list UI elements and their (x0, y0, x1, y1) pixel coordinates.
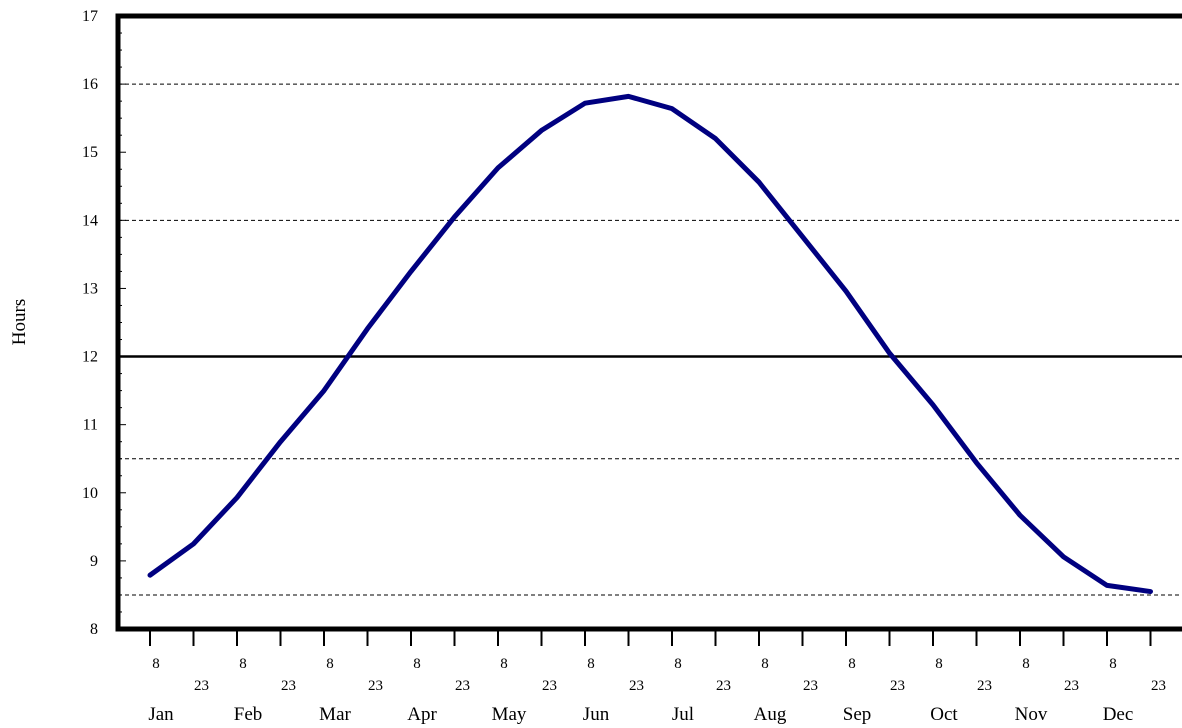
y-tick-label: 10 (82, 485, 98, 502)
data-point (844, 289, 848, 293)
x-month-label: Nov (1015, 704, 1048, 725)
x-month-label: May (492, 704, 527, 725)
x-month-label: Jul (672, 704, 694, 725)
y-tick-label: 14 (82, 212, 98, 229)
data-point (627, 94, 630, 98)
x-day-label: 8 (935, 656, 943, 672)
y-axis-label: Hours (9, 299, 30, 345)
y-tick-label: 16 (82, 76, 98, 93)
axes (115, 13, 1182, 646)
x-day-label: 8 (587, 656, 595, 672)
x-day-label: 23 (803, 678, 818, 694)
x-day-label: 23 (455, 678, 470, 694)
data-point (670, 107, 674, 111)
x-day-label: 23 (368, 678, 383, 694)
x-month-label: Feb (234, 704, 263, 725)
y-tick-label: 8 (90, 621, 98, 638)
y-tick-label: 15 (82, 144, 98, 161)
x-month-label: Dec (1103, 704, 1134, 725)
x-day-label: 23 (194, 678, 209, 694)
data-point (235, 496, 239, 500)
x-month-label: Apr (407, 704, 437, 725)
x-day-label: 8 (674, 656, 682, 672)
x-day-label: 23 (1151, 678, 1166, 694)
x-month-label: Sep (843, 704, 872, 725)
x-day-label: 8 (848, 656, 856, 672)
y-tick-labels: 8 9 10 11 12 13 14 15 16 17 (82, 8, 98, 638)
x-day-label: 23 (542, 678, 557, 694)
y-tick-label: 11 (83, 417, 98, 434)
data-point (714, 137, 717, 141)
data-point (801, 235, 804, 239)
x-month-label: Aug (754, 704, 787, 725)
x-day-label: 23 (977, 678, 992, 694)
reference-lines (118, 83, 1182, 596)
x-day-label: 8 (326, 656, 334, 672)
data-point (540, 128, 543, 132)
data-point (975, 461, 978, 465)
x-month-label: Jun (583, 704, 610, 725)
data-point (1018, 513, 1022, 517)
data-point (583, 101, 587, 105)
data-point (1105, 583, 1109, 587)
data-point (931, 403, 935, 407)
x-day-label: 8 (1022, 656, 1030, 672)
data-point (888, 351, 891, 355)
x-day-label: 23 (1064, 678, 1079, 694)
data-point (409, 269, 413, 273)
data-point (1062, 555, 1065, 559)
data-point (322, 389, 326, 393)
data-point (496, 166, 500, 170)
y-tick-label: 12 (82, 349, 98, 366)
x-day-label: 8 (152, 656, 160, 672)
x-day-label: 23 (890, 678, 905, 694)
series-layer (147, 93, 1153, 595)
y-tick-label: 13 (82, 280, 98, 297)
data-point (192, 542, 195, 546)
x-day-label: 23 (716, 678, 731, 694)
data-point (279, 440, 282, 444)
data-point (453, 215, 456, 219)
x-month-label: Oct (930, 704, 958, 725)
x-month-label: Mar (319, 704, 351, 725)
x-day-label: 8 (1109, 656, 1117, 672)
y-tick-label: 9 (90, 553, 98, 570)
x-month-label: Jan (148, 704, 174, 725)
data-point (366, 327, 369, 331)
x-day-label: 8 (413, 656, 421, 672)
x-tick-labels: 8 23 8 23 8 23 8 23 8 23 8 23 8 23 8 23 8 23 8 23 8 23 8 23 Jan F… (148, 656, 1166, 725)
data-point (148, 573, 152, 577)
data-point (757, 180, 761, 184)
x-day-label: 23 (629, 678, 644, 694)
x-day-label: 8 (500, 656, 508, 672)
data-point (1149, 590, 1152, 594)
y-tick-label: 17 (82, 8, 98, 25)
x-day-label: 23 (281, 678, 296, 694)
x-day-label: 8 (761, 656, 769, 672)
series-line (147, 93, 1153, 595)
x-day-label: 8 (239, 656, 247, 672)
